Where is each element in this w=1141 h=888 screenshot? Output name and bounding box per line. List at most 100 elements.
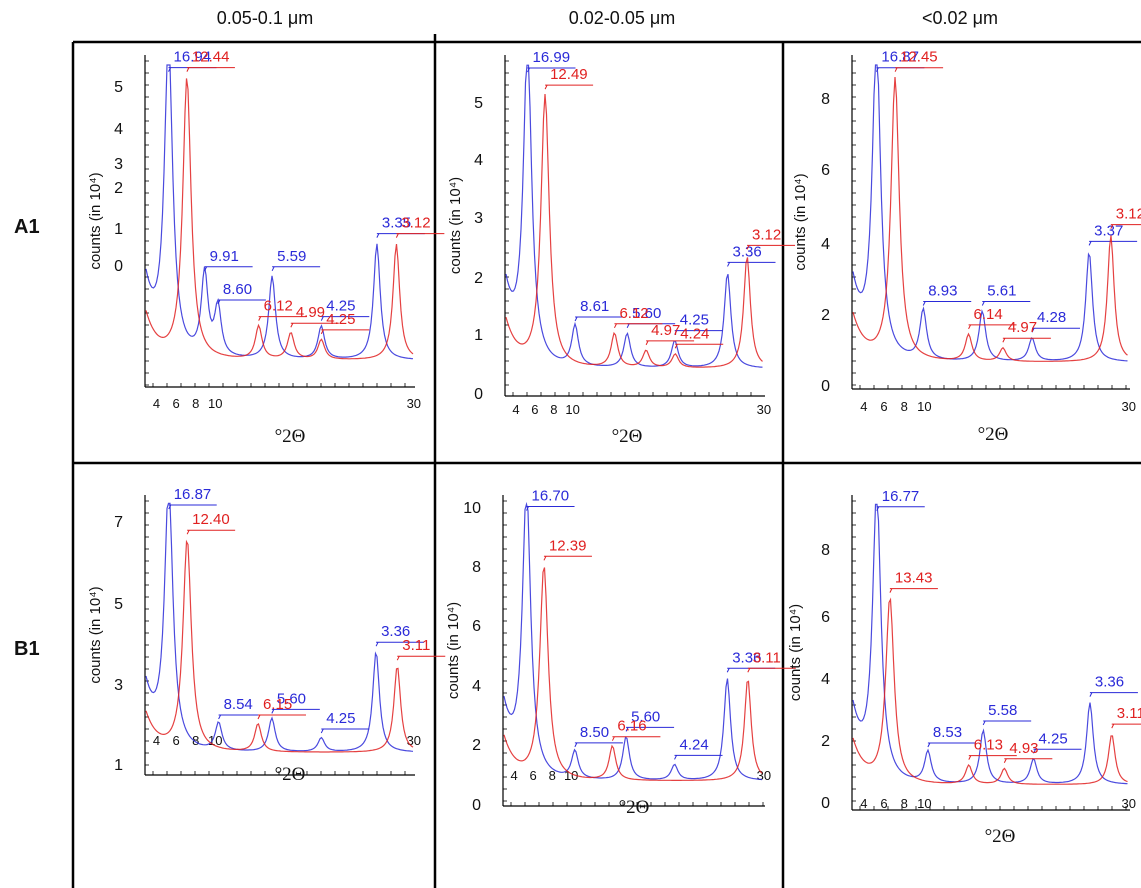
y-tick-label: 1 — [114, 757, 123, 774]
x-axis-label: °2Θ — [612, 426, 643, 447]
y-tick-label: 2 — [472, 737, 481, 754]
series-line-red — [852, 76, 1128, 362]
peak-label: 6.12 — [264, 298, 293, 315]
peak-leader — [726, 668, 730, 673]
peak-label: 9.91 — [210, 248, 239, 265]
peak-label: 4.93 — [1009, 740, 1038, 757]
peak-leader — [876, 506, 880, 511]
x-tick-label: 6 — [172, 396, 179, 411]
peak-leader — [168, 67, 171, 72]
peak-leader — [320, 329, 324, 335]
y-tick-label: 6 — [821, 162, 830, 179]
peak-leader — [968, 324, 972, 330]
peak-leader — [574, 316, 578, 322]
y-tick-label: 2 — [474, 270, 483, 287]
peak-leader — [625, 727, 629, 732]
x-axis-label: °2Θ — [985, 826, 1016, 847]
series-line-red — [505, 93, 763, 368]
series-line-blue — [145, 502, 414, 752]
x-tick-label: 30 — [407, 733, 421, 748]
x-tick-label: 8 — [192, 733, 199, 748]
peak-label: 5.59 — [277, 248, 306, 265]
x-axis-label: °2Θ — [619, 797, 650, 818]
peak-label: 12.45 — [900, 49, 938, 66]
series-line-blue — [503, 501, 763, 781]
y-tick-label: 5 — [474, 95, 483, 112]
peak-label: 5.60 — [632, 305, 661, 322]
peak-label: 16.77 — [882, 488, 920, 505]
peak-label: 13.43 — [895, 570, 933, 587]
x-tick-label: 8 — [550, 402, 557, 417]
series-line-red — [852, 597, 1128, 785]
peak-leader — [626, 323, 630, 329]
peak-label: 16.87 — [174, 486, 212, 503]
peak-leader — [396, 655, 400, 661]
peak-leader — [217, 299, 221, 305]
peak-leader — [1031, 327, 1035, 333]
y-tick-label: 7 — [114, 514, 123, 531]
x-tick-label: 30 — [757, 402, 771, 417]
peak-leader — [1003, 758, 1007, 763]
y-tick-label: 5 — [114, 596, 123, 613]
peak-leader — [875, 67, 879, 72]
y-tick-label: 0 — [114, 258, 123, 275]
peak-label: 4.99 — [296, 304, 325, 321]
x-tick-label: 30 — [407, 396, 421, 411]
y-axis-label: counts (in 10⁴) — [792, 173, 809, 270]
x-tick-label: 8 — [192, 396, 199, 411]
peak-leader — [527, 67, 530, 73]
peak-label: 6.13 — [974, 737, 1003, 754]
y-tick-label: 4 — [821, 671, 830, 688]
peak-leader — [186, 529, 190, 535]
x-tick-label: 4 — [860, 796, 867, 811]
y-tick-label: 3 — [474, 210, 483, 227]
peak-leader — [611, 736, 615, 741]
x-tick-label: 30 — [1122, 796, 1136, 811]
peak-label: 4.25 — [1039, 730, 1068, 747]
x-tick-label: 6 — [880, 796, 887, 811]
peak-label: 12.39 — [549, 537, 587, 554]
peak-leader — [674, 755, 677, 760]
peak-label: 16.87 — [881, 49, 919, 66]
peak-leader — [1111, 723, 1115, 729]
peak-label: 5.60 — [631, 708, 660, 725]
y-tick-label: 4 — [821, 236, 830, 253]
peak-label: 4.97 — [651, 322, 680, 339]
x-axis-label: °2Θ — [978, 424, 1009, 445]
peak-leader — [982, 720, 986, 726]
peak-leader — [981, 301, 985, 306]
peak-label: 16.70 — [532, 488, 570, 505]
x-axis-label: °2Θ — [275, 764, 306, 785]
peak-label: 6.15 — [263, 696, 292, 713]
panel-frame — [71, 34, 1141, 888]
peak-label: 6.14 — [974, 306, 1003, 323]
peak-leader — [889, 588, 893, 593]
x-tick-label: 10 — [917, 399, 931, 414]
peak-label: 8.50 — [580, 724, 609, 741]
x-axis-label: °2Θ — [275, 426, 306, 447]
y-tick-label: 2 — [821, 733, 830, 750]
peak-label: 8.60 — [223, 281, 252, 298]
column-header-3: <0.02 μm — [922, 8, 998, 28]
peak-label: 16.94 — [174, 49, 212, 66]
peak-leader — [1088, 241, 1092, 246]
peak-label: 12.49 — [550, 66, 588, 83]
peak-leader — [271, 266, 275, 272]
peak-leader — [544, 84, 548, 90]
peak-leader — [320, 316, 324, 321]
x-tick-label: 10 — [917, 796, 931, 811]
y-tick-label: 0 — [474, 386, 483, 403]
series-line-red — [145, 78, 414, 360]
peak-label: 5.60 — [277, 690, 306, 707]
peak-label: 3.12 — [752, 226, 781, 243]
peak-leader — [543, 556, 547, 561]
series-line-blue — [852, 503, 1128, 785]
peak-leader — [168, 504, 172, 510]
peak-leader — [645, 340, 649, 346]
y-tick-label: 4 — [474, 152, 483, 169]
y-tick-label: 10 — [463, 500, 481, 517]
peak-leader — [574, 742, 578, 748]
peak-leader — [376, 233, 380, 238]
peak-label: 5.58 — [988, 702, 1017, 719]
peak-leader — [747, 668, 751, 673]
